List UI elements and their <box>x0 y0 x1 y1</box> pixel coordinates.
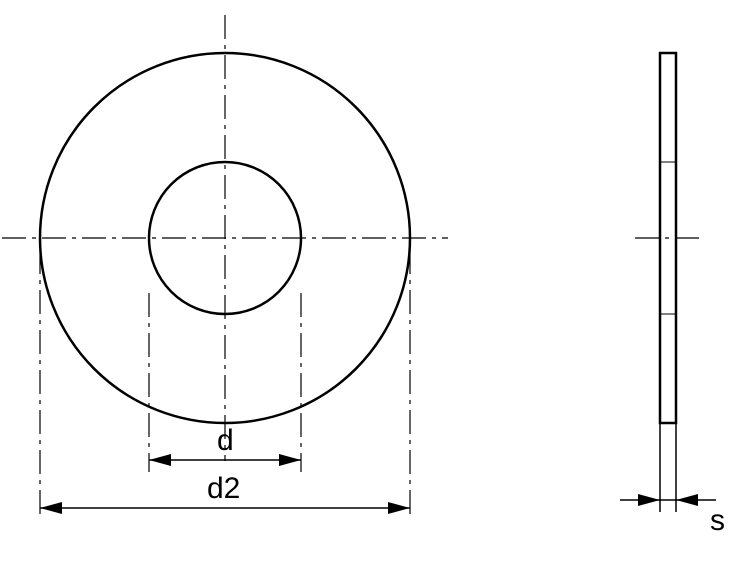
technical-drawing-svg <box>0 0 750 563</box>
dimension-label-s: s <box>710 504 725 538</box>
dimension-label-d: d <box>217 424 234 458</box>
diagram-canvas: d d2 s <box>0 0 750 563</box>
dimension-label-d2: d2 <box>207 472 240 506</box>
